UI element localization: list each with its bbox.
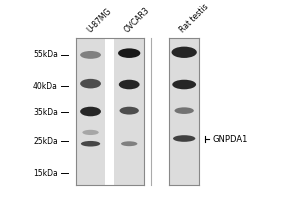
Ellipse shape xyxy=(80,79,101,88)
Ellipse shape xyxy=(173,135,195,142)
Ellipse shape xyxy=(81,141,100,147)
Ellipse shape xyxy=(82,130,99,135)
Ellipse shape xyxy=(175,107,194,114)
Text: Rat testis: Rat testis xyxy=(178,3,210,35)
Ellipse shape xyxy=(80,51,101,59)
Text: 55kDa: 55kDa xyxy=(33,50,58,59)
Text: 25kDa: 25kDa xyxy=(33,137,58,146)
Bar xyxy=(169,38,199,185)
Ellipse shape xyxy=(118,48,140,58)
Ellipse shape xyxy=(172,80,196,89)
Bar xyxy=(114,38,144,185)
Ellipse shape xyxy=(172,47,197,58)
Text: GNPDA1: GNPDA1 xyxy=(212,135,248,144)
Text: U-87MG: U-87MG xyxy=(86,7,113,35)
Text: OVCAR3: OVCAR3 xyxy=(123,6,152,35)
Ellipse shape xyxy=(80,107,101,116)
Bar xyxy=(76,38,105,185)
Ellipse shape xyxy=(119,80,140,89)
Text: 40kDa: 40kDa xyxy=(33,82,58,91)
Text: 35kDa: 35kDa xyxy=(33,108,58,117)
Ellipse shape xyxy=(119,107,139,115)
Ellipse shape xyxy=(121,141,137,146)
Text: 15kDa: 15kDa xyxy=(33,169,58,178)
